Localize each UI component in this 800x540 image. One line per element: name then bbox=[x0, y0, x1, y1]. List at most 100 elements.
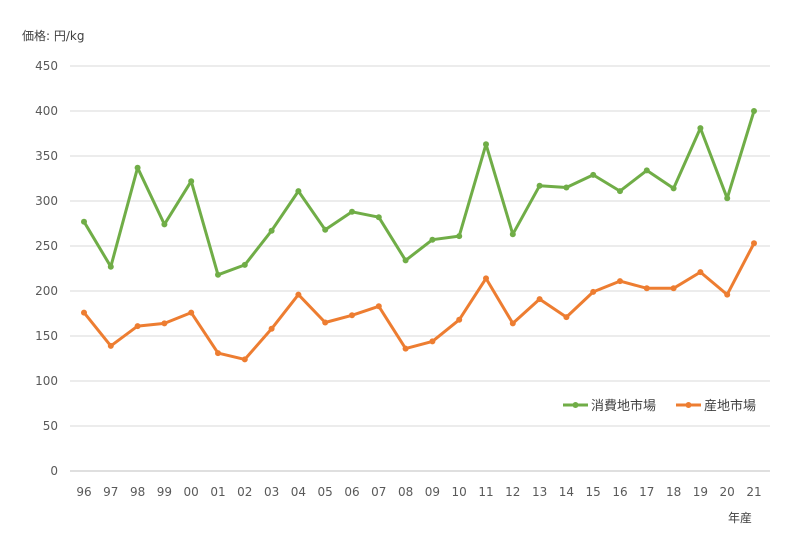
data-point bbox=[456, 233, 463, 240]
data-point bbox=[509, 320, 516, 327]
data-point bbox=[188, 178, 195, 185]
data-point bbox=[563, 184, 570, 191]
series-1 bbox=[81, 108, 757, 278]
x-tick-label: 06 bbox=[344, 485, 359, 499]
data-point bbox=[241, 356, 248, 363]
data-point bbox=[215, 271, 221, 278]
x-tick-label: 02 bbox=[237, 485, 252, 499]
data-point bbox=[563, 314, 570, 321]
legend: 消費地市場 産地市場 bbox=[563, 398, 756, 414]
data-point bbox=[81, 218, 87, 225]
data-point bbox=[724, 195, 731, 202]
x-tick-label: 09 bbox=[425, 485, 440, 499]
legend-item: 産地市場 bbox=[676, 398, 756, 414]
x-tick-label: 00 bbox=[184, 485, 199, 499]
data-point bbox=[295, 291, 302, 298]
legend-label: 消費地市場 bbox=[591, 398, 656, 414]
y-tick-label: 150 bbox=[35, 329, 58, 343]
y-tick-label: 250 bbox=[35, 239, 58, 253]
data-point bbox=[697, 125, 704, 132]
data-point bbox=[295, 188, 302, 195]
legend-swatch-marker bbox=[572, 402, 579, 408]
data-point bbox=[670, 185, 677, 192]
series-lines bbox=[81, 108, 757, 363]
data-point bbox=[402, 345, 409, 352]
data-point bbox=[724, 291, 731, 298]
data-point bbox=[751, 240, 757, 247]
data-point bbox=[483, 141, 489, 148]
data-point bbox=[536, 182, 543, 189]
data-point bbox=[161, 320, 168, 327]
x-tick-label: 14 bbox=[559, 485, 574, 499]
x-tick-label: 13 bbox=[532, 485, 547, 499]
data-point bbox=[322, 226, 329, 233]
x-tick-label: 07 bbox=[371, 485, 386, 499]
data-point bbox=[617, 188, 623, 195]
x-axis-title: 年産 bbox=[728, 510, 752, 525]
x-tick-label: 20 bbox=[720, 485, 735, 499]
x-tick-label: 04 bbox=[291, 485, 306, 499]
legend-label: 産地市場 bbox=[704, 398, 756, 414]
data-point bbox=[188, 309, 195, 316]
x-tick-label: 01 bbox=[210, 485, 225, 499]
x-tick-label: 21 bbox=[746, 485, 761, 499]
data-point bbox=[322, 319, 329, 326]
series-line bbox=[82, 109, 756, 277]
data-point bbox=[241, 261, 248, 268]
x-tick-label: 16 bbox=[612, 485, 627, 499]
data-point bbox=[349, 208, 355, 215]
data-point bbox=[697, 269, 704, 276]
x-tick-label: 15 bbox=[586, 485, 601, 499]
y-tick-label: 350 bbox=[35, 149, 58, 163]
data-point bbox=[161, 221, 168, 228]
legend-item: 消費地市場 bbox=[563, 398, 656, 414]
data-point bbox=[456, 316, 463, 323]
data-point bbox=[643, 167, 650, 174]
data-point bbox=[107, 342, 114, 349]
x-tick-label: 10 bbox=[452, 485, 467, 499]
data-point bbox=[375, 214, 382, 221]
x-tick-label: 11 bbox=[478, 485, 493, 499]
data-point bbox=[617, 278, 623, 285]
data-point bbox=[670, 285, 677, 292]
data-point bbox=[429, 338, 436, 345]
series-2 bbox=[81, 240, 757, 363]
data-point bbox=[429, 236, 436, 243]
data-point bbox=[375, 303, 382, 310]
data-point bbox=[215, 350, 221, 357]
data-point bbox=[349, 312, 355, 319]
data-point bbox=[483, 275, 489, 282]
data-point bbox=[81, 309, 87, 316]
gridlines bbox=[70, 65, 770, 472]
x-tick-label: 96 bbox=[76, 485, 91, 499]
x-tick-label: 19 bbox=[693, 485, 708, 499]
y-tick-labels: 0 50 100 150 200 250 300 350 400 450 bbox=[35, 59, 58, 478]
data-point bbox=[509, 231, 516, 238]
series-line bbox=[82, 241, 756, 361]
x-tick-label: 08 bbox=[398, 485, 413, 499]
x-tick-label: 05 bbox=[318, 485, 333, 499]
y-tick-label: 100 bbox=[35, 374, 58, 388]
y-tick-label: 0 bbox=[50, 464, 58, 478]
data-point bbox=[107, 263, 114, 270]
data-point bbox=[268, 325, 275, 332]
legend-swatch-marker bbox=[685, 402, 692, 408]
x-tick-labels: 96 97 98 99 00 01 02 03 04 05 06 07 08 09 10 11 12 13 14 15… bbox=[76, 485, 761, 499]
x-tick-label: 12 bbox=[505, 485, 520, 499]
data-point bbox=[134, 323, 141, 330]
data-point bbox=[402, 257, 409, 264]
x-tick-label: 99 bbox=[157, 485, 172, 499]
x-tick-label: 17 bbox=[639, 485, 654, 499]
data-point bbox=[268, 227, 275, 234]
data-point bbox=[590, 288, 597, 295]
y-axis-title: 価格: 円/kg bbox=[22, 28, 84, 43]
y-tick-label: 450 bbox=[35, 59, 58, 73]
y-tick-label: 300 bbox=[35, 194, 58, 208]
data-point bbox=[536, 296, 543, 303]
data-point bbox=[751, 108, 757, 114]
x-tick-label: 03 bbox=[264, 485, 279, 499]
x-tick-label: 18 bbox=[666, 485, 681, 499]
x-tick-label: 97 bbox=[103, 485, 118, 499]
